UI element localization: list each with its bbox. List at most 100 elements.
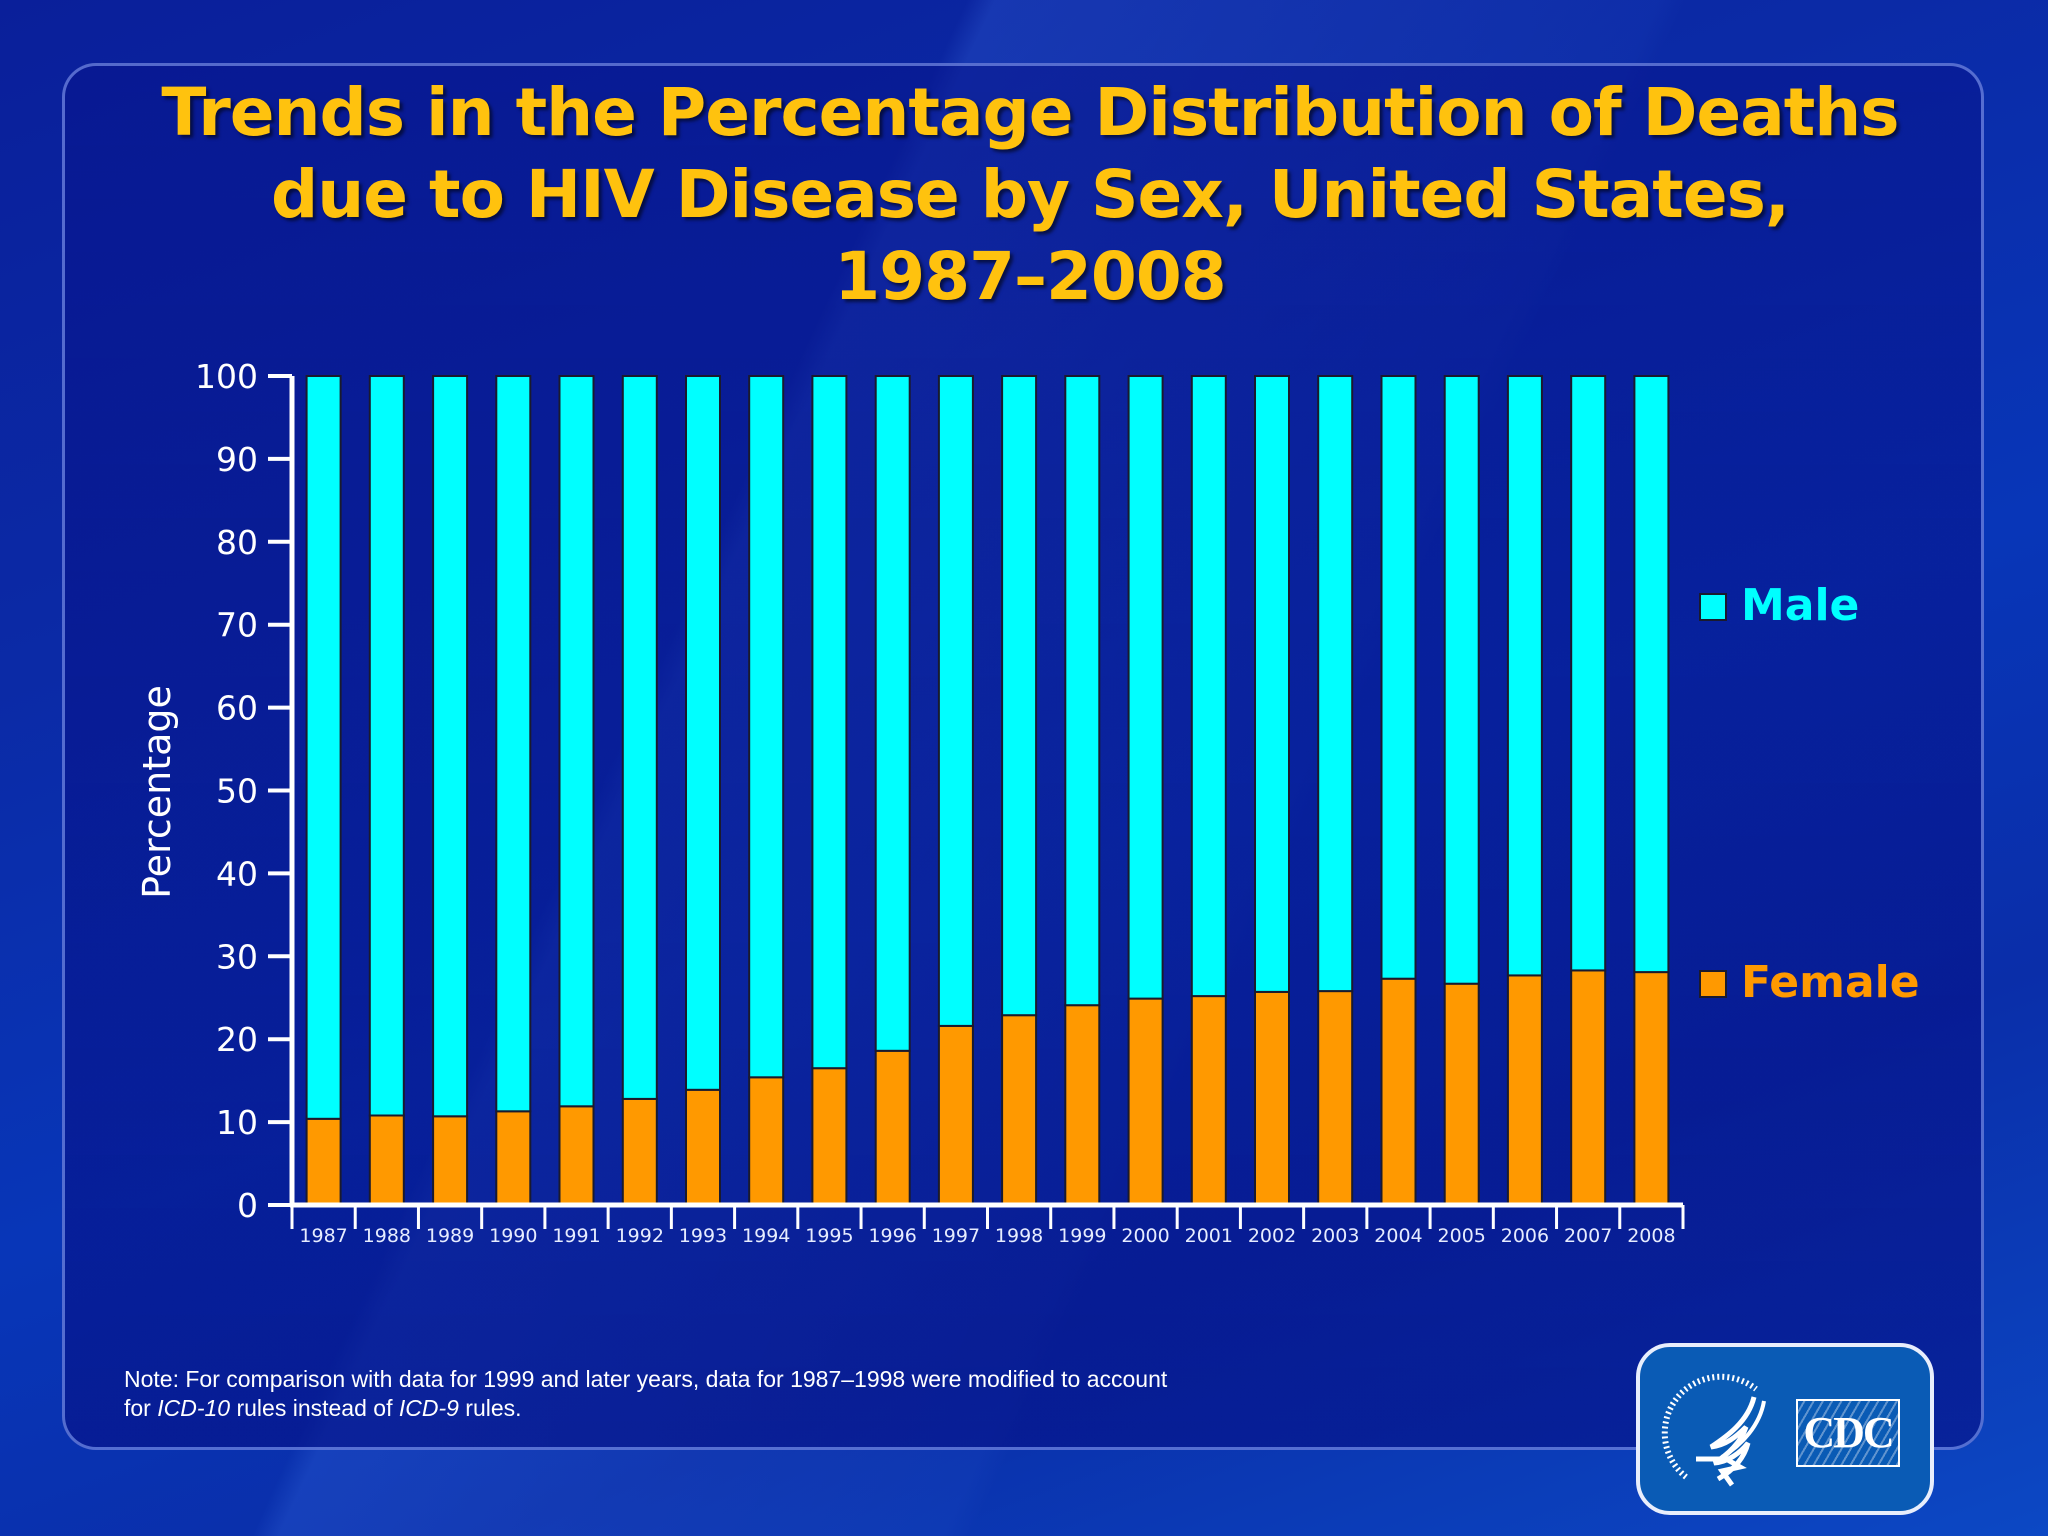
hhs-eagle-seal-icon [1661, 1373, 1766, 1487]
y-tick-label-10: 10 [216, 1103, 258, 1142]
bar-male-1991 [558, 375, 595, 1108]
legend-label-female: Female [1741, 957, 1920, 1008]
bar-female-2000 [1127, 997, 1164, 1206]
title-line-1: Trends in the Percentage Distribution of… [161, 74, 1899, 151]
x-tick-label-2007: 2007 [1564, 1225, 1612, 1247]
y-tick-label-0: 0 [237, 1186, 258, 1225]
bar-male-1996 [874, 375, 911, 1052]
x-tick-label-2000: 2000 [1121, 1225, 1169, 1247]
bar-female-1996 [874, 1049, 911, 1207]
y-tick-label-40: 40 [216, 854, 258, 893]
x-tick-label-1999: 1999 [1058, 1225, 1106, 1247]
bar-male-1989 [432, 375, 469, 1118]
x-tick-label-1989: 1989 [426, 1225, 474, 1247]
bar-female-2007 [1570, 969, 1607, 1207]
bar-female-1995 [811, 1067, 848, 1206]
y-tick-label-20: 20 [216, 1020, 258, 1059]
bar-male-2000 [1127, 375, 1164, 1000]
y-axis-title: Percentage [135, 685, 179, 899]
bar-male-2007 [1570, 375, 1607, 972]
bar-female-2002 [1254, 990, 1290, 1207]
bar-male-2008 [1633, 375, 1670, 974]
bar-female-2003 [1317, 990, 1354, 1206]
footnote-icd9: ICD-9 [398, 1395, 459, 1421]
x-tick-label-1987: 1987 [299, 1225, 347, 1247]
axes-group: 0 10 20 30 40 50 60 70 80 90 100 1987 1988 1989 1990 19… [195, 357, 1685, 1247]
footnote: Note: For comparison with data for 1999 … [124, 1365, 1424, 1423]
footnote-icd10: ICD-10 [157, 1395, 231, 1421]
x-tick-label-2008: 2008 [1627, 1225, 1675, 1247]
footnote-text: rules instead of [230, 1395, 399, 1421]
bar-female-1990 [495, 1110, 532, 1207]
y-tick-label-80: 80 [216, 523, 258, 562]
bars-group [305, 375, 1670, 1207]
title-line-3: 1987–2008 [834, 238, 1226, 315]
bar-female-1988 [368, 1114, 405, 1206]
bar-male-1995 [811, 375, 848, 1070]
bar-male-2004 [1380, 375, 1417, 980]
bar-female-1989 [432, 1115, 469, 1207]
x-tick-label-1997: 1997 [932, 1225, 980, 1247]
bar-female-2006 [1506, 974, 1543, 1207]
x-tick-label-2004: 2004 [1374, 1225, 1422, 1247]
bar-female-1992 [621, 1097, 658, 1207]
bar-female-2005 [1443, 982, 1480, 1207]
title-line-2: due to HIV Disease by Sex, United States… [271, 156, 1790, 233]
bar-male-1992 [621, 375, 658, 1100]
bar-female-1999 [1064, 1004, 1101, 1207]
bar-male-2005 [1443, 375, 1480, 985]
bar-male-1987 [305, 375, 342, 1120]
bar-male-1993 [685, 375, 721, 1091]
bar-female-1997 [937, 1024, 974, 1207]
y-tick-label-30: 30 [216, 937, 258, 976]
bar-male-1990 [495, 375, 532, 1113]
bar-female-1998 [1001, 1014, 1038, 1207]
bar-male-1988 [368, 375, 405, 1117]
legend-swatch-female [1699, 970, 1727, 998]
y-tick-label-90: 90 [216, 440, 258, 479]
bar-male-1999 [1064, 375, 1101, 1007]
x-tick-label-2002: 2002 [1248, 1225, 1296, 1247]
y-tick-label-100: 100 [195, 357, 258, 396]
x-tick-label-2005: 2005 [1438, 1225, 1486, 1247]
footnote-text: for [124, 1395, 158, 1421]
bar-male-2006 [1506, 375, 1543, 977]
bar-female-1993 [685, 1088, 721, 1207]
bar-female-1987 [305, 1117, 342, 1207]
cdc-hhs-logo: CDC [1636, 1343, 1934, 1515]
bar-male-2003 [1317, 375, 1354, 993]
bar-male-2001 [1190, 375, 1227, 998]
bar-female-1994 [748, 1076, 785, 1207]
y-tick-label-50: 50 [216, 772, 258, 811]
x-tick-label-1998: 1998 [995, 1225, 1043, 1247]
y-tick-label-70: 70 [216, 606, 258, 645]
bar-male-1998 [1001, 375, 1038, 1017]
legend: Male Female [1699, 580, 1920, 1008]
bar-male-1997 [937, 375, 974, 1027]
cdc-wordmark: CDC [1796, 1399, 1900, 1467]
x-tick-label-2003: 2003 [1311, 1225, 1359, 1247]
legend-swatch-male [1699, 593, 1727, 621]
x-tick-label-1994: 1994 [742, 1225, 790, 1247]
bar-female-1991 [558, 1105, 595, 1207]
x-tick-label-1993: 1993 [679, 1225, 727, 1247]
x-tick-label-1991: 1991 [552, 1225, 600, 1247]
x-tick-label-1988: 1988 [363, 1225, 411, 1247]
x-tick-label-1996: 1996 [868, 1225, 916, 1247]
bar-female-2001 [1190, 995, 1227, 1206]
bar-female-2004 [1380, 977, 1417, 1207]
legend-label-male: Male [1741, 580, 1859, 631]
x-tick-label-2001: 2001 [1185, 1225, 1233, 1247]
footnote-line-1: Note: For comparison with data for 1999 … [124, 1366, 1168, 1392]
x-tick-label-1990: 1990 [489, 1225, 537, 1247]
bar-male-2002 [1254, 375, 1290, 993]
x-tick-label-1995: 1995 [805, 1225, 853, 1247]
chart-title: Trends in the Percentage Distribution of… [100, 72, 1960, 318]
bar-male-1994 [748, 375, 785, 1079]
bar-female-2008 [1633, 971, 1670, 1206]
x-tick-label-1992: 1992 [616, 1225, 664, 1247]
footnote-text: rules. [458, 1395, 522, 1421]
x-tick-label-2006: 2006 [1501, 1225, 1549, 1247]
footnote-line-2: for ICD-10 rules instead of ICD-9 rules. [124, 1394, 1424, 1423]
y-tick-label-60: 60 [216, 689, 258, 728]
